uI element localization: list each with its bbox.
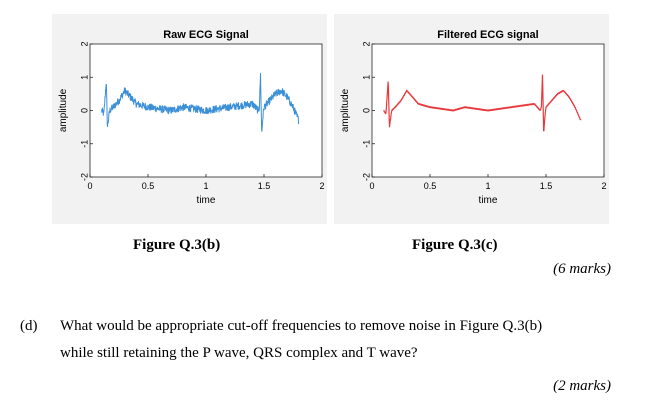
raw-ecg-y-axis-label: amplitude <box>58 88 69 132</box>
raw-ecg-x-tick-label: 1.5 <box>258 181 271 191</box>
filtered-ecg-y-tick-label: 1 <box>361 75 371 80</box>
filtered-ecg-x-tick-label: 1 <box>485 181 490 191</box>
raw-ecg-y-tick-label: 1 <box>79 75 89 80</box>
question-text-line-1: What would be appropriate cut-off freque… <box>60 318 543 334</box>
marks-part-c: (6 marks) <box>553 261 611 277</box>
raw-ecg-series-line <box>101 72 300 132</box>
filtered-ecg-y-tick-label: -1 <box>361 140 371 148</box>
raw-ecg-title: Raw ECG Signal <box>163 29 249 41</box>
filtered-ecg-x-tick-label: 0 <box>369 181 374 191</box>
raw-ecg-y-tick-label: 0 <box>79 108 89 113</box>
filtered-ecg-y-axis-label: amplitude <box>340 88 351 132</box>
filtered-ecg-title: Filtered ECG signal <box>437 29 538 41</box>
raw-ecg-x-tick-label: 2 <box>319 181 324 191</box>
question-label: (d) <box>20 318 38 334</box>
figure-caption-b: Figure Q.3(b) <box>133 237 221 253</box>
filtered-ecg-x-tick-label: 2 <box>601 181 606 191</box>
raw-ecg-y-tick-label: -2 <box>79 173 89 181</box>
figure-caption-c: Figure Q.3(c) <box>412 237 498 253</box>
filtered-ecg-y-tick-label: 2 <box>361 41 371 46</box>
raw-ecg-chart-svg: Raw ECG Signal 0 0.5 1 1.5 2 -2 -1 0 1 2 time amplit… <box>58 29 325 206</box>
filtered-ecg-y-tick-label: 0 <box>361 108 371 113</box>
filtered-ecg-y-tick-label: -2 <box>361 173 371 181</box>
raw-ecg-x-tick-label: 1 <box>203 181 208 191</box>
filtered-ecg-x-axis-label: time <box>479 195 498 206</box>
filtered-ecg-chart: Filtered ECG signal 0 0.5 1 1.5 2 -2 -1 0 1 2 time a… <box>334 14 609 224</box>
marks-part-d: (2 marks) <box>553 378 611 394</box>
question-text-line-2: while still retaining the P wave, QRS co… <box>60 345 418 361</box>
raw-ecg-x-tick-label: 0.5 <box>142 181 155 191</box>
raw-ecg-y-tick-label: 2 <box>79 41 89 46</box>
filtered-ecg-x-tick-label: 0.5 <box>424 181 437 191</box>
filtered-ecg-chart-svg: Filtered ECG signal 0 0.5 1 1.5 2 -2 -1 0 1 2 time a… <box>340 29 607 206</box>
raw-ecg-y-tick-label: -1 <box>79 140 89 148</box>
raw-ecg-x-axis-label: time <box>197 195 216 206</box>
raw-ecg-chart: Raw ECG Signal 0 0.5 1 1.5 2 -2 -1 0 1 2 time amplit… <box>52 14 327 224</box>
filtered-ecg-series-line <box>383 74 582 132</box>
filtered-ecg-x-tick-label: 1.5 <box>540 181 553 191</box>
raw-ecg-x-tick-label: 0 <box>87 181 92 191</box>
